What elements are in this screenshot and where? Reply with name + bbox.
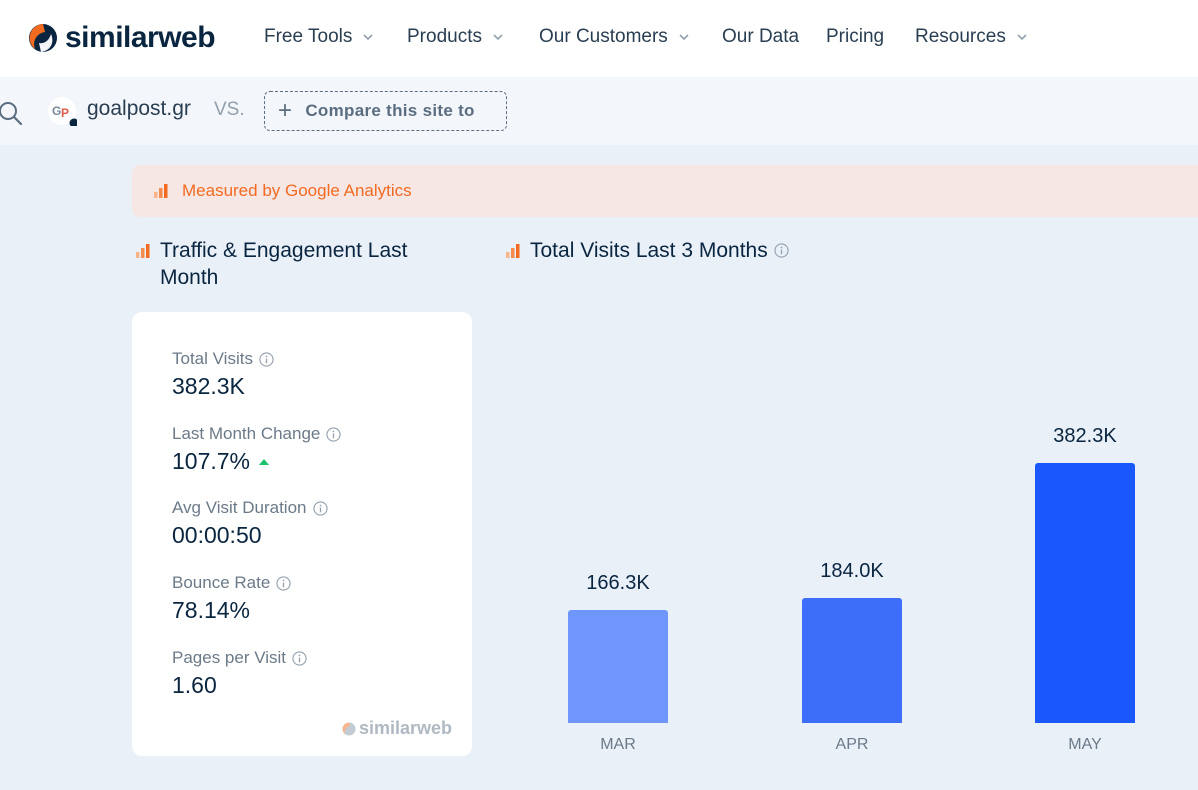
svg-text:G: G xyxy=(52,104,61,118)
metric-last-month-change: Last Month Change 107.7% xyxy=(172,423,342,475)
nav-pricing-label: Pricing xyxy=(826,26,885,47)
x-tick-label: MAR xyxy=(600,736,636,753)
x-tick-label: APR xyxy=(835,736,869,753)
google-analytics-banner: Measured by Google Analytics xyxy=(132,165,1198,217)
nav-resources-label: Resources xyxy=(915,26,1006,47)
nav-our-data[interactable]: Our Data xyxy=(722,24,799,50)
info-icon[interactable] xyxy=(276,575,291,591)
similarweb-logo-icon xyxy=(342,722,356,735)
info-icon[interactable] xyxy=(326,426,342,442)
nav-our-data-label: Our Data xyxy=(722,26,800,47)
metric-value: 382.3K xyxy=(172,373,245,399)
bar-chart-icon xyxy=(154,184,168,198)
chevron-down-icon xyxy=(363,34,373,41)
total-visits-title: Total Visits Last 3 Months xyxy=(530,237,789,264)
vs-label: VS. xyxy=(214,99,245,120)
metric-value: 1.60 xyxy=(172,672,217,698)
site-name: goalpost.gr xyxy=(87,97,191,120)
compare-site-button[interactable]: + Compare this site to xyxy=(264,91,507,131)
bar-value-label: 184.0K xyxy=(820,560,884,582)
bar-apr[interactable] xyxy=(802,598,902,723)
engagement-metrics-card: Total Visits 382.3K Last Month Change 10… xyxy=(132,312,472,756)
metric-label: Bounce Rate xyxy=(172,573,271,592)
metric-bounce-rate: Bounce Rate 78.14% xyxy=(172,572,291,624)
bar-value-label: 166.3K xyxy=(586,572,650,594)
bar-chart-icon xyxy=(506,244,520,258)
traffic-engagement-title: Traffic & Engagement Last Month xyxy=(160,239,408,289)
similarweb-logo-text: similarweb xyxy=(65,21,216,54)
metric-value: 78.14% xyxy=(172,597,251,623)
total-visits-title-text: Total Visits Last 3 Months xyxy=(530,239,768,262)
nav-our-customers[interactable]: Our Customers xyxy=(539,24,690,50)
chevron-down-icon xyxy=(493,34,503,41)
total-visits-bar-chart: 166.3K MAR 184.0K APR 382.3K MAY xyxy=(500,290,1198,770)
top-navigation: similarweb Free Tools Products Our Custo… xyxy=(0,0,1198,77)
card-watermark-logo: similarweb xyxy=(342,718,452,739)
metric-avg-visit-duration: Avg Visit Duration 00:00:50 xyxy=(172,497,328,549)
nav-pricing[interactable]: Pricing xyxy=(826,24,884,50)
metric-value: 107.7% xyxy=(172,448,251,474)
similarweb-logo[interactable]: similarweb xyxy=(28,18,216,58)
search-icon[interactable] xyxy=(0,99,24,127)
info-icon[interactable] xyxy=(774,243,789,258)
metric-value-row: 107.7% xyxy=(172,448,341,475)
trend-up-icon xyxy=(259,458,270,465)
card-watermark-text: similarweb xyxy=(359,718,453,738)
similarweb-logo-icon xyxy=(29,24,57,52)
info-icon[interactable] xyxy=(259,351,274,367)
metric-label: Avg Visit Duration xyxy=(172,498,307,517)
plus-icon: + xyxy=(278,97,293,124)
nav-resources[interactable]: Resources xyxy=(915,24,1028,50)
bar-mar[interactable] xyxy=(568,610,668,723)
google-analytics-banner-text: Measured by Google Analytics xyxy=(182,181,412,200)
info-icon[interactable] xyxy=(292,650,307,666)
compare-bar xyxy=(0,77,1198,145)
bar-chart-icon xyxy=(136,244,150,258)
metric-label: Pages per Visit xyxy=(172,648,287,667)
chevron-down-icon xyxy=(679,34,689,41)
metric-pages-per-visit: Pages per Visit 1.60 xyxy=(172,647,307,699)
bar-may[interactable] xyxy=(1035,463,1135,723)
nav-free-tools[interactable]: Free Tools xyxy=(264,24,374,50)
metric-label: Total Visits xyxy=(172,349,253,368)
chevron-down-icon xyxy=(1017,34,1027,41)
metric-label: Last Month Change xyxy=(172,424,321,443)
svg-text:P: P xyxy=(61,106,69,120)
x-tick-label: MAY xyxy=(1068,736,1102,753)
compare-site-button-label: Compare this site to xyxy=(305,101,475,120)
metric-total-visits: Total Visits 382.3K xyxy=(172,348,274,400)
metric-value: 00:00:50 xyxy=(172,522,262,548)
site-favicon-icon: G P xyxy=(48,97,77,126)
nav-our-customers-label: Our Customers xyxy=(539,26,668,47)
info-icon[interactable] xyxy=(312,500,328,516)
nav-products-label: Products xyxy=(407,26,482,47)
bar-value-label: 382.3K xyxy=(1053,425,1117,447)
nav-free-tools-label: Free Tools xyxy=(264,26,353,47)
nav-products[interactable]: Products xyxy=(407,24,504,50)
